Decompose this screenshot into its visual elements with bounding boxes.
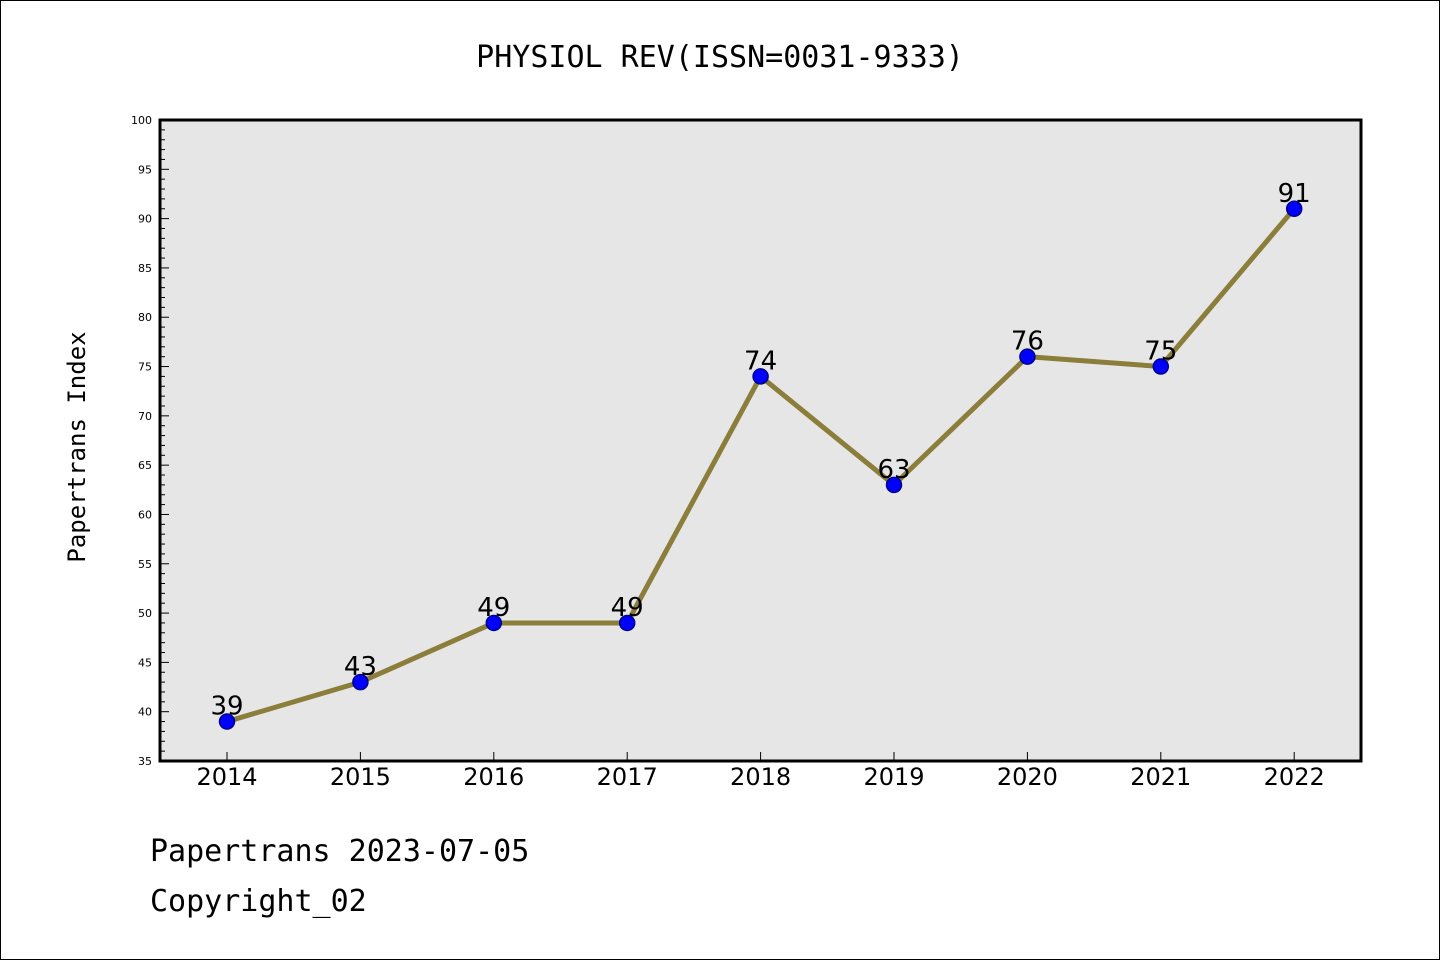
y-tick-label: 65 (138, 459, 152, 472)
x-tick-label: 2022 (1264, 763, 1325, 791)
y-tick-label: 90 (138, 213, 152, 226)
y-tick-label: 80 (138, 311, 152, 324)
y-tick-label: 40 (138, 706, 152, 719)
chart-title: PHYSIOL REV(ISSN=0031-9333) (476, 40, 964, 75)
footer-date: Papertrans 2023-07-05 (150, 834, 530, 869)
plot-area (160, 120, 1361, 761)
x-tick-label: 2018 (730, 763, 791, 791)
y-tick-label: 75 (138, 361, 152, 374)
x-tick-label: 2016 (463, 763, 524, 791)
data-point (218, 713, 236, 730)
data-point (485, 614, 503, 632)
y-tick-label: 85 (138, 262, 152, 275)
x-tick-label: 2015 (330, 763, 391, 791)
data-markers (218, 200, 1303, 730)
data-point (1019, 348, 1036, 365)
data-point (752, 368, 769, 385)
x-tick-label: 2019 (863, 763, 924, 791)
x-tick-label: 2014 (196, 763, 257, 791)
data-point (885, 476, 903, 494)
y-tick-label: 100 (131, 114, 152, 127)
data-point (1285, 200, 1303, 218)
plot-border (158, 118, 1363, 763)
y-axis-label: Papertrans Index (63, 331, 91, 562)
data-point (1152, 358, 1170, 375)
y-tick-label: 50 (138, 607, 152, 620)
data-point (352, 673, 369, 691)
y-tick-label: 45 (138, 656, 152, 669)
y-tick-label: 55 (138, 558, 152, 571)
y-tick-label: 95 (138, 163, 152, 176)
y-tick-label: 70 (138, 410, 152, 423)
y-tick-label: 35 (138, 755, 152, 768)
y-tick-label: 60 (138, 508, 152, 521)
x-tick-label: 2017 (597, 763, 658, 791)
x-tick-label: 2021 (1130, 763, 1191, 791)
x-axis: 2014 2015 2016 2017 2018 2019 2020 2021 2022 (196, 752, 1325, 791)
x-tick-label: 2020 (997, 763, 1058, 791)
footer-copyright: Copyright_02 (150, 884, 367, 919)
data-point (618, 614, 636, 632)
